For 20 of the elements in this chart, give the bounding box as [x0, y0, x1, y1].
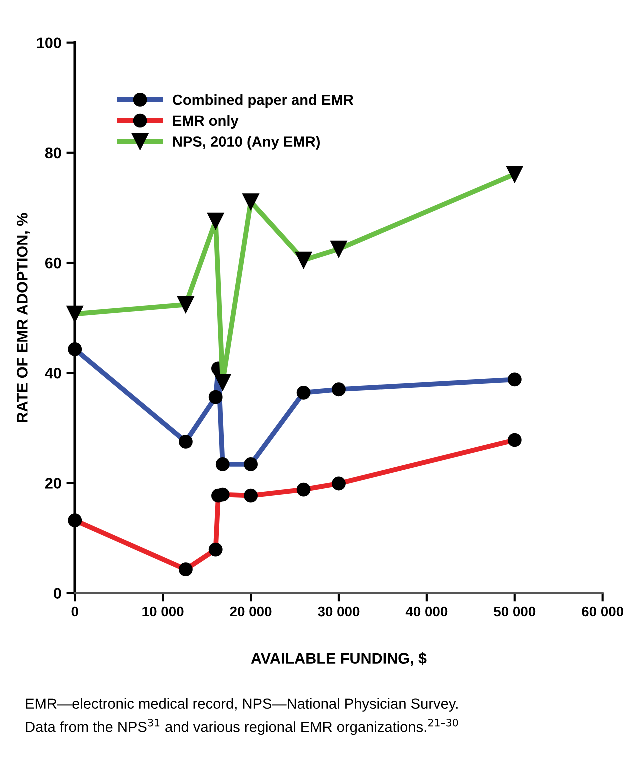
x-tick-label: 0	[72, 606, 78, 617]
text: EMR—electronic medical record, NPS—National Physician Survey.	[26, 698, 458, 712]
x-tick-label: 40 000	[406, 606, 448, 617]
y-tick-label: 20	[45, 478, 62, 489]
y-tick-label: 0	[54, 588, 62, 599]
legend-label: EMR only	[173, 115, 239, 129]
y-tick-label: 100	[37, 38, 62, 49]
x-tick-label: 20 000	[230, 606, 272, 617]
y-axis-title: RATE OF EMR ADOPTION, %	[17, 213, 30, 422]
y-tick-label: 80	[45, 148, 62, 159]
x-tick-label: 10 000	[142, 606, 184, 617]
text: Data from the NPS$^{31}$ and various regional EMR organizations.$^{21–30}$	[26, 718, 458, 736]
x-axis-title: AVAILABLE FUNDING, $	[251, 652, 427, 666]
legend-label: NPS, 2010 (Any EMR)	[173, 136, 320, 150]
x-tick-label: 30 000	[318, 606, 360, 617]
y-tick-label: 40	[45, 368, 62, 379]
y-tick-label: 60	[45, 258, 62, 269]
legend-label: Combined paper and EMR	[173, 94, 354, 108]
x-tick-label: 50 000	[494, 606, 536, 617]
x-tick-label: 60 000	[582, 606, 624, 617]
